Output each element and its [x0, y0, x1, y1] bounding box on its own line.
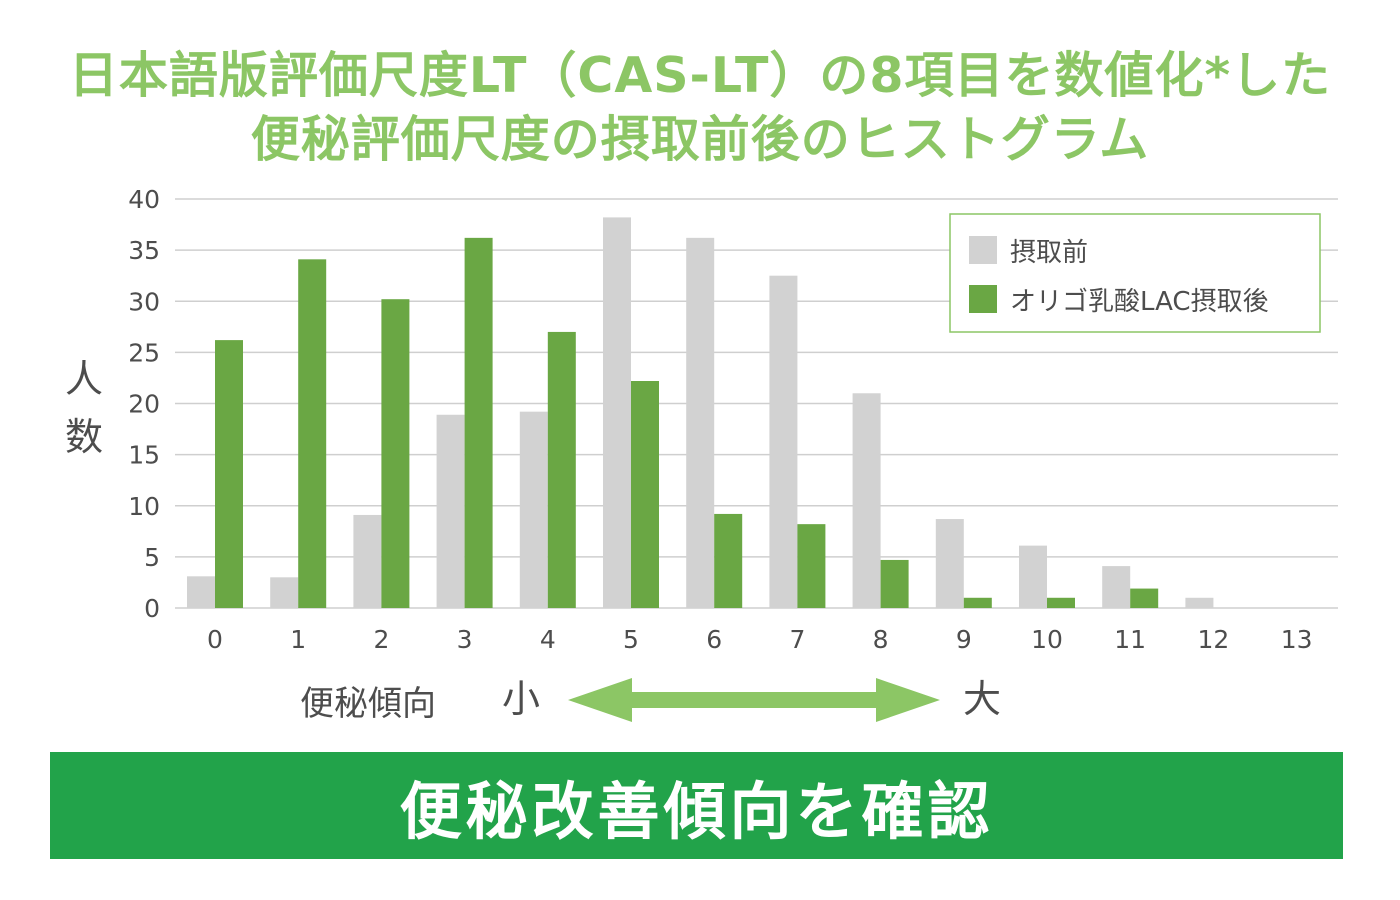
y-tick-label: 35: [128, 236, 160, 265]
y-tick-labels: 0 5 10 15 20 25 30 35 40: [128, 185, 160, 623]
bar-after-11: [1130, 588, 1159, 608]
bar-before-9: [935, 519, 964, 608]
bar-after-3: [464, 237, 493, 609]
bar-after-7: [797, 524, 826, 608]
result-banner-text: 便秘改善傾向を確認: [399, 774, 994, 848]
legend-box: [949, 213, 1321, 333]
x-tick-label: 10: [1031, 625, 1063, 654]
legend-swatch-after: [969, 285, 997, 313]
legend-label-before: 摂取前: [1010, 238, 1088, 268]
y-tick-label: 15: [128, 441, 160, 470]
bar-before-4: [519, 411, 548, 608]
x-tick-label: 12: [1197, 625, 1229, 654]
y-tick-label: 20: [128, 390, 160, 419]
bar-after-1: [298, 259, 327, 608]
legend-label-after: オリゴ乳酸LAC摂取後: [1010, 287, 1269, 317]
bar-after-5: [631, 381, 659, 608]
x-tick-label: 1: [290, 625, 306, 654]
double-arrow-icon: [568, 678, 940, 722]
bar-before-1: [270, 577, 299, 608]
bar-after-0: [215, 340, 243, 608]
bar-before-6: [686, 237, 715, 609]
bar-after-8: [880, 559, 909, 608]
x-tick-label: 11: [1114, 625, 1146, 654]
legend-swatch-before: [969, 236, 997, 264]
y-axis-label-char2: 数: [65, 415, 103, 459]
legend: 摂取前 オリゴ乳酸LAC摂取後: [949, 213, 1321, 333]
chart-title-line2: 便秘評価尺度の摂取前後のヒストグラム: [250, 111, 1150, 168]
y-tick-label: 0: [144, 594, 160, 623]
bar-after-10: [1047, 597, 1075, 608]
x-tick-label: 4: [540, 625, 556, 654]
chart-title-line1: 日本語版評価尺度LT（CAS-LT）の8項目を数値化*した: [68, 47, 1332, 104]
bar-after-9: [963, 597, 992, 608]
tendency-large-label: 大: [963, 677, 1001, 721]
bar-before-2: [353, 514, 382, 608]
x-tick-labels: 0 1 2 3 4 5 6 7 8 9 10 11 12 13: [207, 625, 1312, 654]
x-tick-label: 7: [789, 625, 805, 654]
bar-before-3: [436, 414, 465, 608]
tendency-small-label: 小: [502, 677, 540, 721]
x-tick-label: 8: [873, 625, 889, 654]
constipation-tendency-label: 便秘傾向: [300, 684, 436, 724]
bar-before-12: [1185, 597, 1214, 608]
bar-before-5: [603, 217, 631, 608]
bar-before-8: [852, 393, 881, 608]
x-tick-label: 5: [623, 625, 639, 654]
bar-before-0: [187, 576, 215, 608]
y-tick-label: 30: [128, 287, 160, 316]
x-tick-label: 0: [207, 625, 223, 654]
x-tick-label: 3: [457, 625, 473, 654]
bar-after-4: [547, 331, 576, 608]
x-tick-label: 13: [1281, 625, 1313, 654]
x-tick-label: 6: [706, 625, 722, 654]
x-tick-label: 2: [373, 625, 389, 654]
y-tick-label: 5: [144, 543, 160, 572]
y-tick-label: 40: [128, 185, 160, 214]
y-tick-label: 10: [128, 492, 160, 521]
bar-before-11: [1102, 566, 1131, 608]
bars: [187, 217, 1214, 609]
result-banner: 便秘改善傾向を確認: [50, 752, 1343, 859]
y-axis-label-char1: 人: [65, 357, 103, 401]
bar-after-6: [714, 513, 743, 608]
bar-before-10: [1019, 545, 1047, 608]
x-tick-label: 9: [956, 625, 972, 654]
bar-before-7: [769, 275, 798, 608]
bar-after-2: [381, 299, 410, 608]
y-tick-label: 25: [128, 338, 160, 367]
